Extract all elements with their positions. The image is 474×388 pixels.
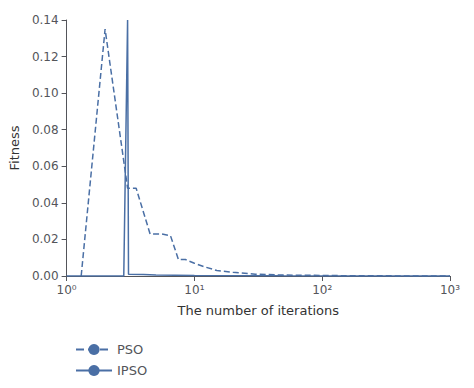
svg-text:0.02: 0.02 (32, 232, 59, 246)
svg-text:0.00: 0.00 (32, 269, 59, 283)
svg-text:10³: 10³ (440, 283, 460, 297)
svg-text:10⁰: 10⁰ (57, 283, 77, 297)
svg-text:0.14: 0.14 (32, 13, 59, 27)
svg-text:The number of iterations: The number of iterations (177, 303, 340, 318)
svg-text:0.04: 0.04 (32, 196, 59, 210)
svg-text:PSO: PSO (117, 342, 143, 357)
svg-text:0.10: 0.10 (32, 86, 59, 100)
svg-text:IPSO: IPSO (117, 363, 147, 378)
svg-text:0.08: 0.08 (32, 123, 59, 137)
svg-text:0.06: 0.06 (32, 159, 59, 173)
svg-text:Fitness: Fitness (7, 125, 22, 170)
svg-text:0.12: 0.12 (32, 50, 59, 64)
svg-text:10¹: 10¹ (184, 283, 204, 297)
svg-text:10²: 10² (312, 283, 332, 297)
